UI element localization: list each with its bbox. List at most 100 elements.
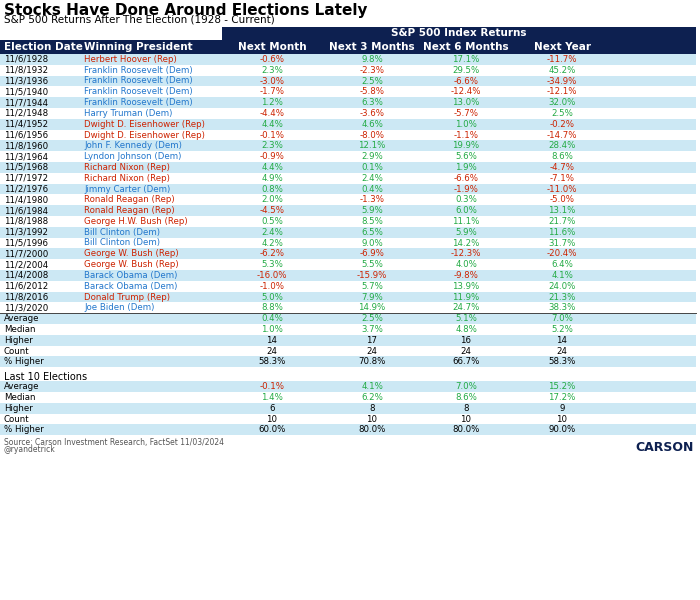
Text: -1.3%: -1.3% xyxy=(360,195,384,204)
Text: 2.5%: 2.5% xyxy=(361,76,383,85)
Bar xyxy=(0,108,696,119)
Text: -5.7%: -5.7% xyxy=(454,109,479,118)
Text: 0.5%: 0.5% xyxy=(261,217,283,226)
Text: Donald Trump (Rep): Donald Trump (Rep) xyxy=(84,292,170,301)
Text: 11/3/2020: 11/3/2020 xyxy=(4,303,48,312)
Text: Harry Truman (Dem): Harry Truman (Dem) xyxy=(84,109,172,118)
Text: 24: 24 xyxy=(556,347,568,355)
Text: 24.0%: 24.0% xyxy=(548,281,575,290)
Text: Election Date: Election Date xyxy=(4,42,83,52)
Text: 8.6%: 8.6% xyxy=(455,393,477,402)
Text: 24: 24 xyxy=(367,347,377,355)
Text: 6: 6 xyxy=(270,404,274,413)
Text: -11.0%: -11.0% xyxy=(547,185,578,193)
Text: -0.9%: -0.9% xyxy=(260,152,284,161)
Text: 32.0%: 32.0% xyxy=(548,98,575,107)
Text: 5.6%: 5.6% xyxy=(455,152,477,161)
Text: 11/6/2012: 11/6/2012 xyxy=(4,281,48,290)
Text: Franklin Roosevelt (Dem): Franklin Roosevelt (Dem) xyxy=(84,87,192,96)
Bar xyxy=(0,151,696,162)
Text: CARSON: CARSON xyxy=(636,441,694,454)
Bar xyxy=(0,194,696,205)
Text: 16: 16 xyxy=(461,336,472,344)
Text: 4.9%: 4.9% xyxy=(261,174,283,182)
Text: 11/7/1944: 11/7/1944 xyxy=(4,98,48,107)
Text: 10: 10 xyxy=(267,415,277,424)
Bar xyxy=(0,216,696,227)
Text: 11.9%: 11.9% xyxy=(452,292,480,301)
Text: 11/2/1948: 11/2/1948 xyxy=(4,109,48,118)
Text: -12.3%: -12.3% xyxy=(451,249,482,258)
Text: 58.3%: 58.3% xyxy=(258,358,286,366)
Text: Jimmy Carter (Dem): Jimmy Carter (Dem) xyxy=(84,185,170,193)
Text: -6.9%: -6.9% xyxy=(360,249,384,258)
Text: 9: 9 xyxy=(559,404,565,413)
Text: 4.0%: 4.0% xyxy=(455,260,477,269)
Text: 14.2%: 14.2% xyxy=(452,238,480,247)
Text: Ronald Reagan (Rep): Ronald Reagan (Rep) xyxy=(84,195,174,204)
Text: 9.0%: 9.0% xyxy=(361,238,383,247)
Text: Median: Median xyxy=(4,393,36,402)
Text: 11/3/1936: 11/3/1936 xyxy=(4,76,48,85)
Text: Bill Clinton (Dem): Bill Clinton (Dem) xyxy=(84,238,160,247)
Text: 4.2%: 4.2% xyxy=(261,238,283,247)
Text: 11/8/1932: 11/8/1932 xyxy=(4,65,48,74)
Text: -0.1%: -0.1% xyxy=(260,130,284,139)
Text: 11/6/1956: 11/6/1956 xyxy=(4,130,48,139)
Bar xyxy=(0,65,696,76)
Text: 28.4%: 28.4% xyxy=(548,141,575,150)
Bar xyxy=(0,356,696,367)
Text: 8.8%: 8.8% xyxy=(261,303,283,312)
Text: Franklin Roosevelt (Dem): Franklin Roosevelt (Dem) xyxy=(84,98,192,107)
Text: % Higher: % Higher xyxy=(4,425,43,434)
Text: 11/4/1952: 11/4/1952 xyxy=(4,119,48,128)
Text: 60.0%: 60.0% xyxy=(258,425,286,434)
Text: 4.6%: 4.6% xyxy=(361,119,383,128)
Text: 0.4%: 0.4% xyxy=(261,314,283,323)
Text: 21.7%: 21.7% xyxy=(548,217,575,226)
Text: 11/3/1992: 11/3/1992 xyxy=(4,227,48,236)
Text: Dwight D. Eisenhower (Rep): Dwight D. Eisenhower (Rep) xyxy=(84,119,205,128)
Text: -12.4%: -12.4% xyxy=(451,87,482,96)
Text: 11/8/1988: 11/8/1988 xyxy=(4,217,48,226)
Text: -5.0%: -5.0% xyxy=(550,195,575,204)
Text: -16.0%: -16.0% xyxy=(257,271,287,280)
Text: -15.9%: -15.9% xyxy=(357,271,387,280)
Text: 90.0%: 90.0% xyxy=(548,425,575,434)
Text: Average: Average xyxy=(4,314,39,323)
Text: -3.6%: -3.6% xyxy=(360,109,384,118)
Text: George W. Bush (Rep): George W. Bush (Rep) xyxy=(84,249,178,258)
Text: -1.9%: -1.9% xyxy=(454,185,478,193)
Text: 5.7%: 5.7% xyxy=(361,281,383,290)
Text: 13.0%: 13.0% xyxy=(452,98,480,107)
Bar xyxy=(0,270,696,281)
Text: -0.1%: -0.1% xyxy=(260,382,284,391)
Text: Ronald Reagan (Rep): Ronald Reagan (Rep) xyxy=(84,206,174,215)
Text: George W. Bush (Rep): George W. Bush (Rep) xyxy=(84,260,178,269)
Text: 2.0%: 2.0% xyxy=(261,195,283,204)
Bar xyxy=(0,335,696,346)
Text: -6.2%: -6.2% xyxy=(260,249,284,258)
Bar xyxy=(0,392,696,403)
Text: Richard Nixon (Rep): Richard Nixon (Rep) xyxy=(84,174,170,182)
Text: Franklin Roosevelt (Dem): Franklin Roosevelt (Dem) xyxy=(84,65,192,74)
Text: 45.2%: 45.2% xyxy=(548,65,575,74)
Text: Higher: Higher xyxy=(4,336,33,344)
Text: 11.6%: 11.6% xyxy=(548,227,575,236)
Text: Lyndon Johnson (Dem): Lyndon Johnson (Dem) xyxy=(84,152,181,161)
Text: Next 6 Months: Next 6 Months xyxy=(424,42,509,52)
Text: George H.W. Bush (Rep): George H.W. Bush (Rep) xyxy=(84,217,188,226)
Text: 11/2/2004: 11/2/2004 xyxy=(4,260,48,269)
Text: S&P 500 Index Returns: S&P 500 Index Returns xyxy=(391,28,526,38)
Text: -7.1%: -7.1% xyxy=(550,174,575,182)
Text: 8: 8 xyxy=(463,404,469,413)
Text: 66.7%: 66.7% xyxy=(452,358,480,366)
Text: -0.6%: -0.6% xyxy=(260,55,284,64)
Text: 7.9%: 7.9% xyxy=(361,292,383,301)
Text: 2.4%: 2.4% xyxy=(361,174,383,182)
Text: 4.1%: 4.1% xyxy=(361,382,383,391)
Text: 80.0%: 80.0% xyxy=(452,425,480,434)
Bar xyxy=(0,130,696,140)
Bar xyxy=(0,413,696,424)
Bar xyxy=(0,205,696,216)
